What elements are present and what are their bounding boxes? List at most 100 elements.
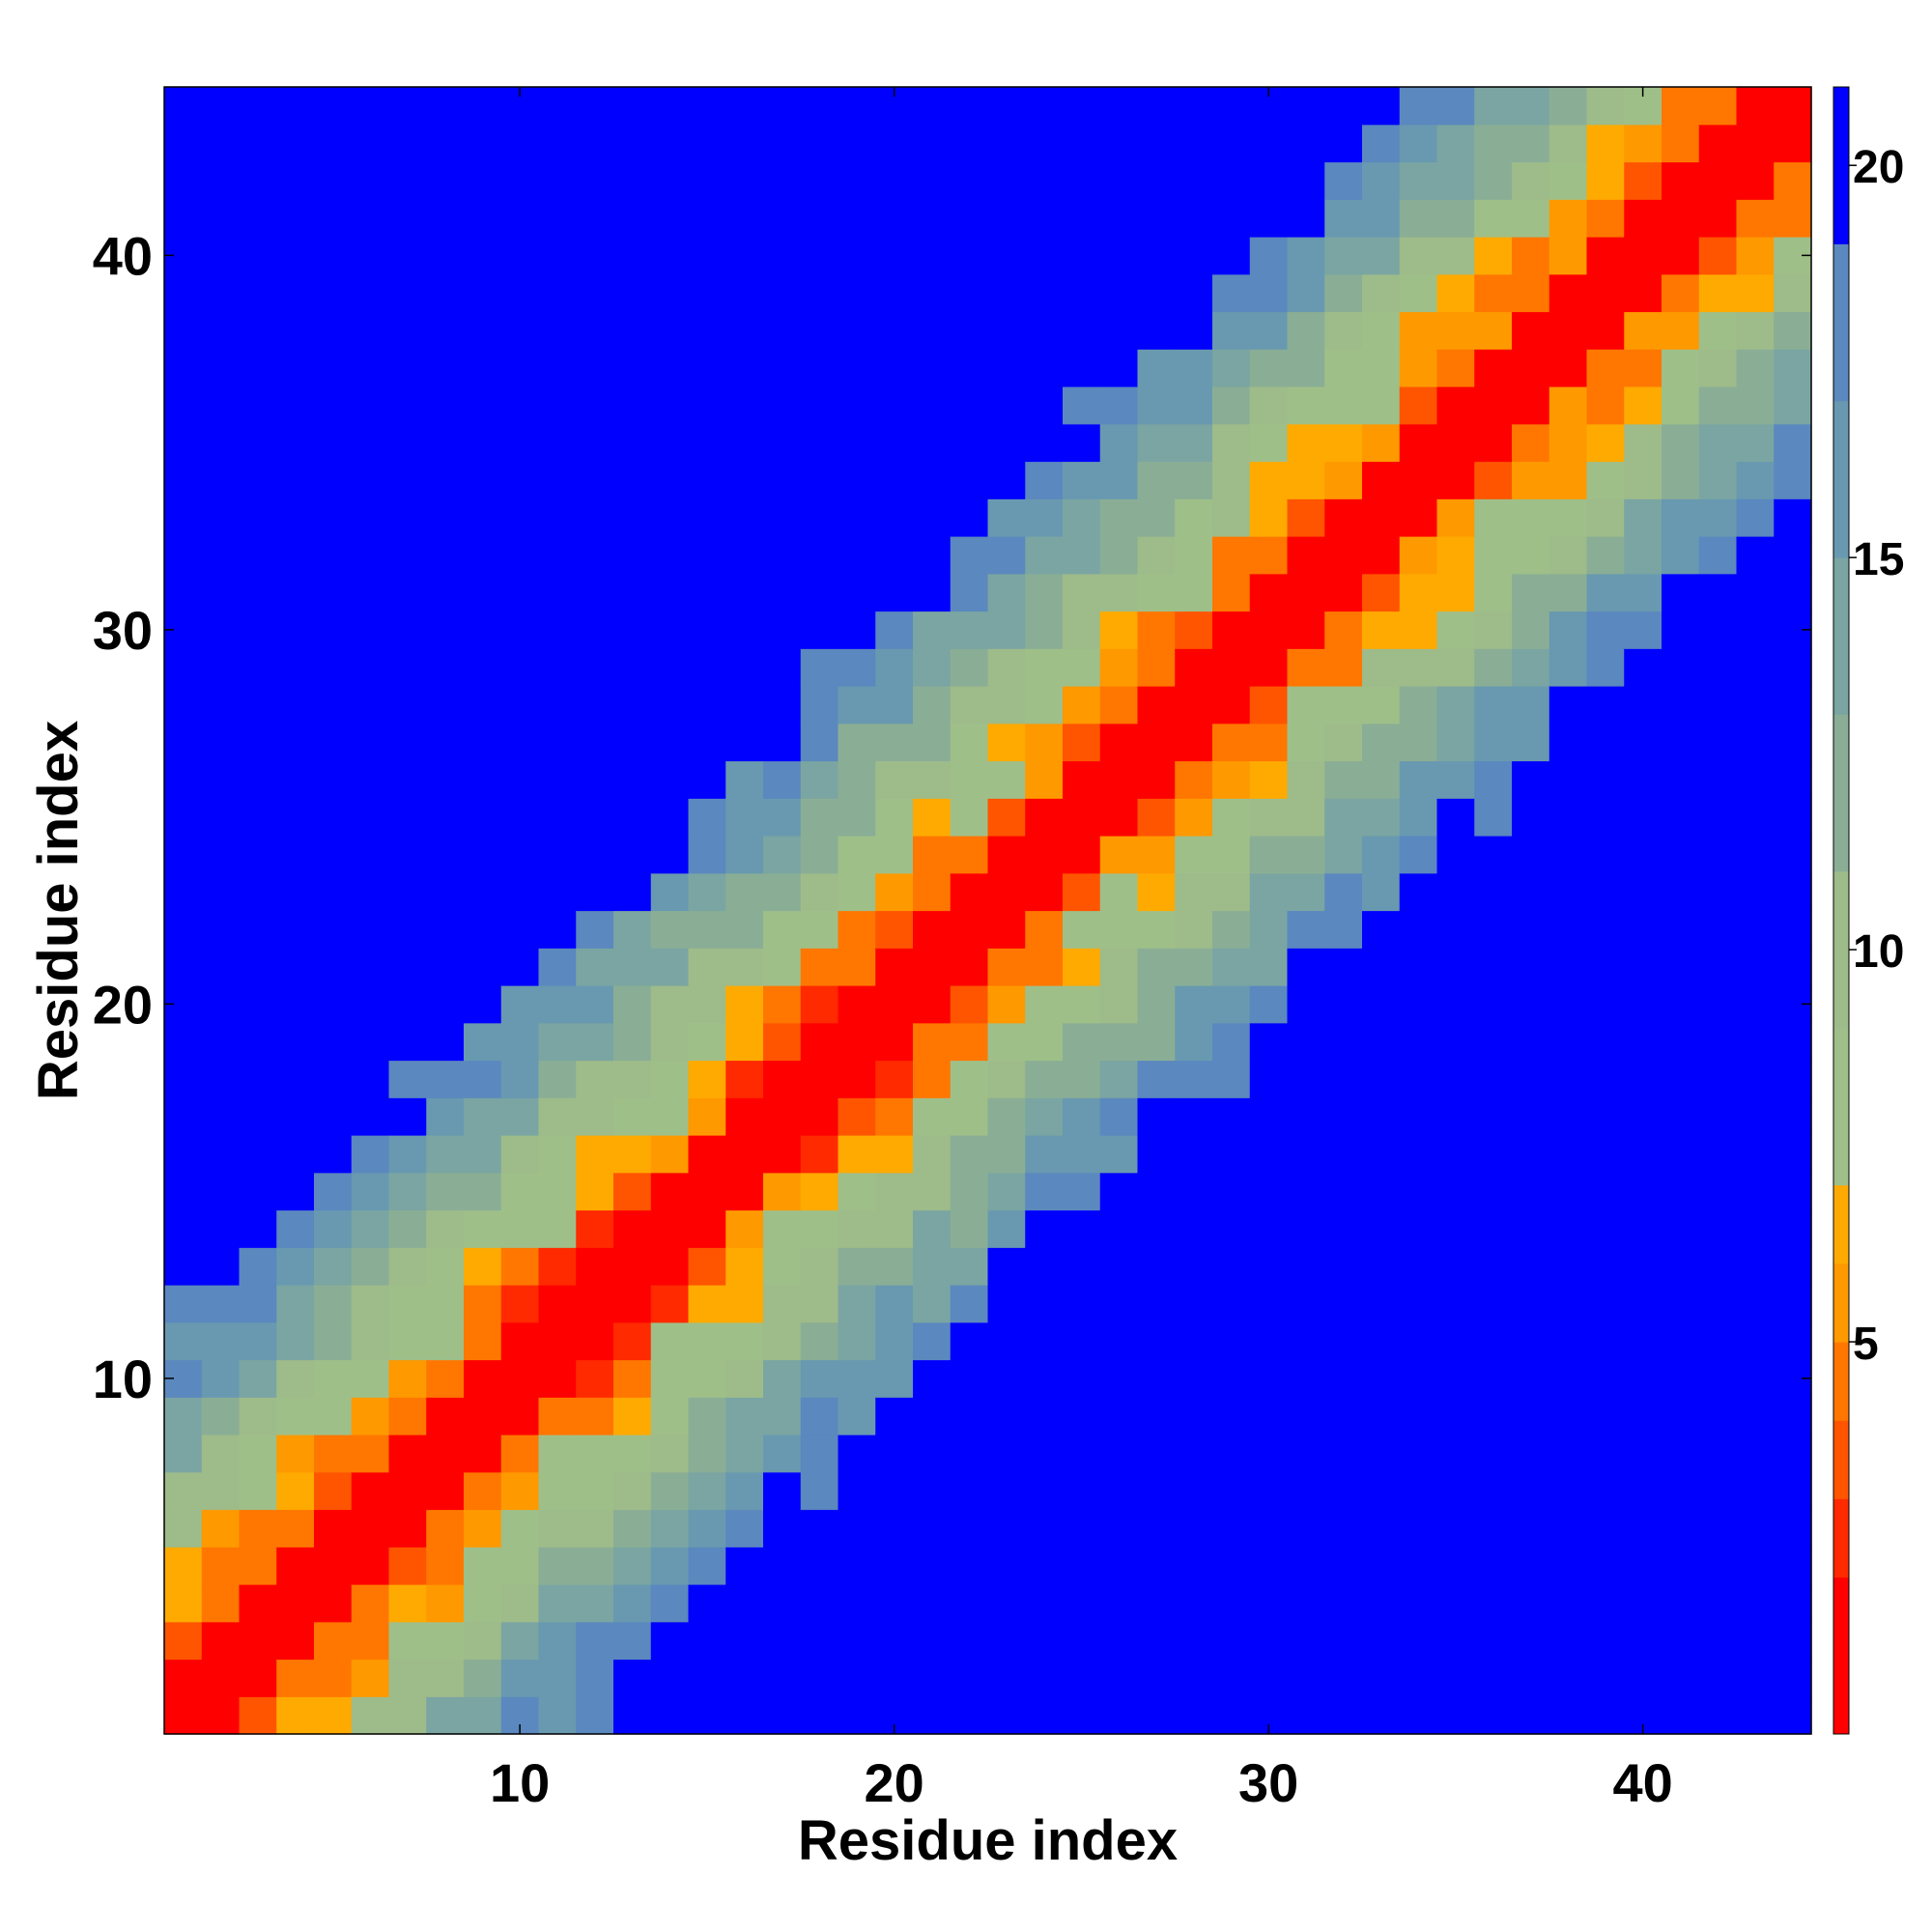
heatmap-cell — [1249, 386, 1289, 425]
heatmap-cell — [1362, 1060, 1401, 1098]
heatmap-cell — [875, 1359, 914, 1398]
heatmap-cell — [913, 461, 952, 499]
heatmap-cell — [763, 1659, 802, 1697]
heatmap-cell — [688, 237, 726, 275]
heatmap-cell — [1736, 1509, 1775, 1548]
heatmap-cell — [1249, 1435, 1289, 1473]
heatmap-cell — [1099, 1509, 1139, 1548]
heatmap-cell — [1249, 161, 1289, 200]
heatmap-cell — [1175, 1097, 1213, 1136]
heatmap-cell — [1698, 985, 1738, 1024]
heatmap-cell — [538, 311, 577, 350]
heatmap-cell — [164, 161, 203, 200]
heatmap-cell — [800, 87, 839, 126]
heatmap-cell — [1099, 423, 1139, 463]
heatmap-cell — [201, 648, 241, 687]
heatmap-cell — [763, 87, 802, 126]
heatmap-cell — [1512, 498, 1550, 537]
heatmap-cell — [164, 1659, 203, 1697]
heatmap-cell — [1063, 1584, 1101, 1623]
heatmap-cell — [1025, 836, 1064, 874]
heatmap-cell — [239, 273, 277, 313]
heatmap-cell — [688, 1172, 726, 1211]
heatmap-cell — [1175, 423, 1213, 463]
heatmap-cell — [314, 1060, 353, 1098]
heatmap-cell — [239, 1097, 277, 1136]
heatmap-cell — [913, 760, 952, 799]
heatmap-cell — [314, 1135, 353, 1174]
heatmap-cell — [838, 760, 876, 799]
heatmap-cell — [1249, 1397, 1289, 1435]
heatmap-cell — [576, 349, 614, 387]
heatmap-cell — [576, 237, 614, 275]
heatmap-cell — [1212, 1321, 1251, 1361]
heatmap-cell — [1698, 87, 1738, 126]
heatmap-cell — [1287, 1247, 1325, 1286]
heatmap-cell — [875, 1584, 914, 1623]
heatmap-cell — [1099, 760, 1139, 799]
heatmap-cell — [388, 910, 427, 949]
heatmap-cell — [1698, 798, 1738, 837]
heatmap-cell — [1698, 1547, 1738, 1585]
heatmap-cell — [800, 423, 839, 463]
heatmap-cell — [763, 1135, 802, 1174]
heatmap-cell — [1212, 648, 1251, 687]
heatmap-cell — [838, 536, 876, 575]
heatmap-cell — [1063, 1509, 1101, 1548]
heatmap-cell — [688, 423, 726, 463]
heatmap-cell — [1548, 1285, 1588, 1323]
x-tick-label: 40 — [1612, 1752, 1672, 1813]
heatmap-cell — [388, 1060, 427, 1098]
heatmap-cell — [1436, 1471, 1475, 1511]
heatmap-cell — [1662, 461, 1700, 499]
heatmap-cell — [314, 760, 353, 799]
heatmap-cell — [1774, 686, 1812, 724]
heatmap-cell — [1662, 1209, 1700, 1248]
heatmap-cell — [650, 1097, 690, 1136]
heatmap-cell — [913, 1509, 952, 1548]
heatmap-cell — [1287, 87, 1325, 126]
heatmap-cell — [1137, 872, 1176, 912]
heatmap-cell — [538, 1696, 577, 1735]
heatmap-cell — [800, 1509, 839, 1548]
heatmap-cell — [613, 87, 652, 126]
heatmap-cell — [388, 1621, 427, 1661]
heatmap-cell — [1063, 1135, 1101, 1174]
heatmap-cell — [913, 1471, 952, 1511]
heatmap-cell — [688, 1397, 726, 1435]
heatmap-cell — [1212, 723, 1251, 762]
heatmap-cell — [1362, 1509, 1401, 1548]
heatmap-cell — [1474, 461, 1513, 499]
heatmap-cell — [1474, 311, 1513, 350]
heatmap-cell — [688, 872, 726, 912]
heatmap-cell — [500, 423, 540, 463]
heatmap-cell — [1698, 311, 1738, 350]
heatmap-cell — [1362, 798, 1401, 837]
heatmap-cell — [913, 273, 952, 313]
heatmap-cell — [688, 760, 726, 799]
heatmap-cell — [576, 1509, 614, 1548]
heatmap-cell — [164, 1097, 203, 1136]
heatmap-cell — [1025, 1209, 1064, 1248]
heatmap-cell — [464, 798, 502, 837]
heatmap-cell — [1512, 199, 1550, 238]
heatmap-cell — [1586, 87, 1625, 126]
heatmap-cell — [164, 1135, 203, 1174]
heatmap-cell — [464, 1696, 502, 1735]
heatmap-cell — [725, 1060, 764, 1098]
heatmap-cell — [239, 1285, 277, 1323]
heatmap-cell — [426, 1509, 465, 1548]
heatmap-cell — [1774, 1022, 1812, 1062]
heatmap-cell — [426, 386, 465, 425]
heatmap-cell — [1698, 1621, 1738, 1661]
heatmap-cell — [1399, 1584, 1438, 1623]
heatmap-cell — [201, 798, 241, 837]
heatmap-cell — [1474, 1659, 1513, 1697]
heatmap-cell — [1362, 349, 1401, 387]
heatmap-cell — [838, 872, 876, 912]
heatmap-cell — [613, 1359, 652, 1398]
heatmap-cell — [538, 648, 577, 687]
heatmap-cell — [725, 199, 764, 238]
heatmap-cell — [388, 1547, 427, 1585]
heatmap-cell — [1099, 910, 1139, 949]
